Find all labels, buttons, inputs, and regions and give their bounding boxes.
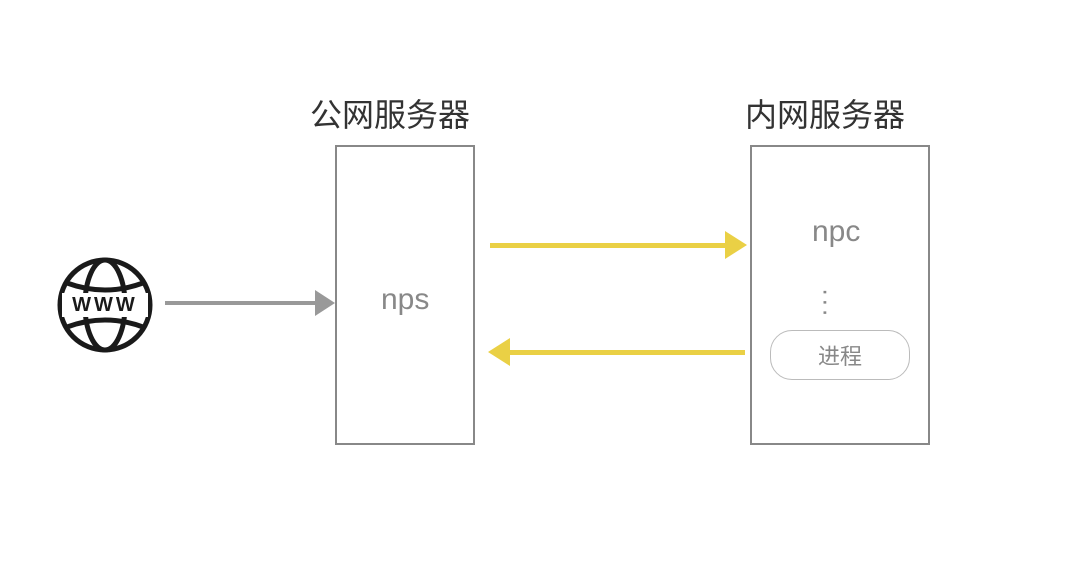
vertical-dots: ...	[817, 289, 848, 320]
process-label: 进程	[818, 339, 862, 371]
process-pill: 进程	[770, 330, 910, 380]
arrow-npc-to-nps	[505, 350, 745, 355]
npc-label: npc	[812, 215, 860, 249]
www-globe-icon: WWW	[55, 255, 155, 355]
nps-architecture-diagram: WWW 公网服务器 nps 内网服务器 npc ... 进程	[0, 0, 1080, 573]
internal-server-title: 内网服务器	[745, 90, 905, 136]
arrow-nps-to-npc-head	[725, 231, 747, 259]
arrow-npc-to-nps-head	[488, 338, 510, 366]
arrow-www-to-nps	[165, 301, 325, 305]
svg-text:WWW: WWW	[72, 294, 138, 316]
arrow-nps-to-npc	[490, 243, 735, 248]
nps-label: nps	[381, 283, 429, 317]
arrow-www-to-nps-head	[315, 290, 335, 316]
public-server-title: 公网服务器	[310, 90, 470, 136]
